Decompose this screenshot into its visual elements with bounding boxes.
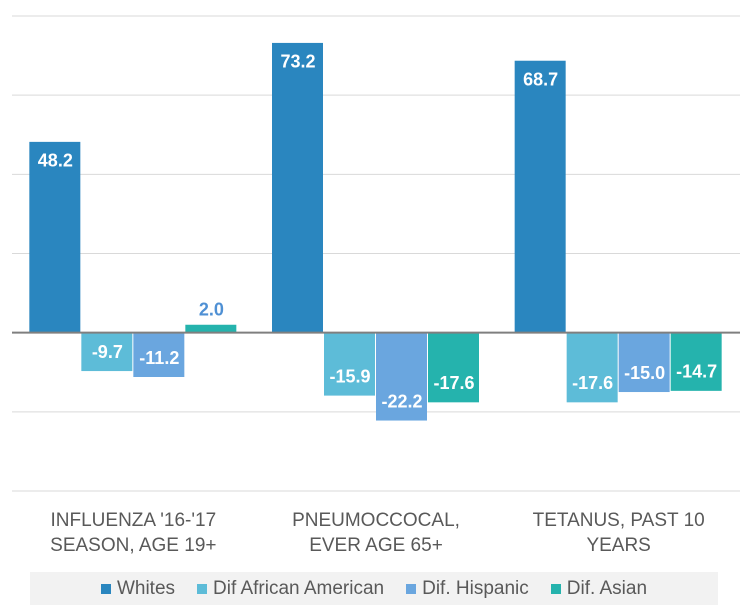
data-label: -17.6 xyxy=(572,373,613,393)
data-label: -14.7 xyxy=(676,362,717,382)
data-label: -15.0 xyxy=(624,363,665,383)
bar xyxy=(428,332,479,403)
legend-swatch xyxy=(100,583,111,594)
x-tick-label: TETANUS, PAST 10 YEARS xyxy=(532,510,705,556)
legend-label: Dif African American xyxy=(213,577,385,599)
legend-swatch xyxy=(550,583,561,594)
legend-swatch xyxy=(197,583,208,594)
bar xyxy=(81,332,133,372)
bar xyxy=(670,332,722,391)
legend-label: Dif. Hispanic xyxy=(422,577,529,599)
x-tick-label: INFLUENZA '16-'17 SEASON, AGE 19+ xyxy=(50,510,217,556)
data-label: -11.2 xyxy=(139,348,179,368)
bar xyxy=(566,332,618,403)
plot-area: 48.2 73.2 68.7 -9.7 -15.9 -17.6 -11.2 -22.2 -15.… xyxy=(12,15,740,492)
legend-item: Dif. Asian xyxy=(550,577,648,600)
bar xyxy=(324,332,375,396)
data-label: -22.2 xyxy=(381,391,422,411)
data-label: 2.0 xyxy=(199,300,224,320)
bar xyxy=(618,332,670,393)
data-label: -9.7 xyxy=(92,342,123,362)
x-tick-label: PNEUMOCCOCAL, EVER AGE 65+ xyxy=(292,510,460,556)
bar xyxy=(185,324,237,333)
legend-item: Whites xyxy=(100,577,176,600)
bar xyxy=(133,332,185,377)
data-label: -15.9 xyxy=(329,366,370,386)
legend: Whites Dif African American Dif. Hispanic D… xyxy=(30,572,718,605)
bar xyxy=(514,60,566,333)
data-label: 68.7 xyxy=(523,69,558,89)
legend-item: Dif African American xyxy=(197,578,384,600)
data-label: 48.2 xyxy=(38,151,73,171)
legend-swatch xyxy=(406,583,417,594)
legend-label: Dif. Asian xyxy=(566,577,648,599)
legend-item: Dif. Hispanic xyxy=(406,578,529,600)
data-label: 73.2 xyxy=(280,52,315,72)
bar xyxy=(376,332,427,421)
bar xyxy=(29,141,81,333)
bar xyxy=(272,42,323,333)
data-label: -17.6 xyxy=(433,373,474,393)
legend-label: Whites xyxy=(116,577,176,599)
